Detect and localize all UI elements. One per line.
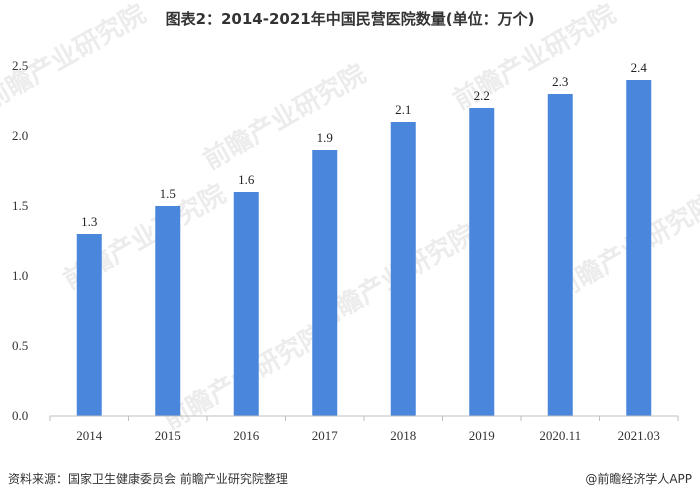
source-note: 资料来源：国家卫生健康委员会 前瞻产业研究院整理 xyxy=(8,472,288,486)
bar xyxy=(233,192,259,416)
data-label: 2.2 xyxy=(474,88,490,103)
y-tick-label: 1.5 xyxy=(12,198,28,213)
bar xyxy=(155,206,181,416)
data-labels: 1.3 1.5 1.6 1.9 2.1 2.2 2.3 2.4 xyxy=(81,60,647,229)
data-label: 1.5 xyxy=(160,186,176,201)
x-tick-label: 2019 xyxy=(469,428,495,443)
y-tick-label: 1.0 xyxy=(12,268,28,283)
bar xyxy=(390,122,416,416)
y-tick-label: 0.5 xyxy=(12,338,28,353)
data-label: 2.1 xyxy=(395,102,411,117)
data-label: 1.3 xyxy=(81,214,97,229)
data-label: 1.6 xyxy=(238,172,255,187)
y-tick-label: 2.0 xyxy=(12,128,28,143)
bar xyxy=(76,234,102,416)
bars xyxy=(76,80,652,416)
data-label: 2.4 xyxy=(631,60,648,75)
bar xyxy=(626,80,652,416)
x-tick-label: 2015 xyxy=(155,428,181,443)
chart-title: 图表2：2014-2021年中国民营医院数量(单位：万个) xyxy=(165,10,535,28)
watermark-text: 前瞻产业研究院 xyxy=(198,58,371,176)
bar xyxy=(547,94,573,416)
y-tick-label: 0.0 xyxy=(12,408,28,423)
x-tick-label: 2014 xyxy=(76,428,103,443)
data-label: 2.3 xyxy=(552,74,568,89)
x-tick-label: 2017 xyxy=(312,428,339,443)
bar xyxy=(469,108,495,416)
x-axis: 2014 2015 2016 2017 2018 2019 2020.11 2021.03 xyxy=(49,415,679,443)
y-tick-label: 2.5 xyxy=(12,58,28,73)
x-tick-label: 2021.03 xyxy=(618,428,660,443)
x-tick-label: 2016 xyxy=(233,428,260,443)
bar xyxy=(312,150,338,416)
y-axis: 0.0 0.5 1.0 1.5 2.0 2.5 xyxy=(12,58,28,423)
watermark-layer: 前瞻产业研究院前瞻产业研究院前瞻产业研究院前瞻产业研究院前瞻产业研究院前瞻产业研… xyxy=(0,0,700,436)
data-label: 1.9 xyxy=(317,130,333,145)
x-tick-label: 2020.11 xyxy=(539,428,581,443)
brand-note: @前瞻经济学人APP xyxy=(585,472,692,486)
x-tick-label: 2018 xyxy=(390,428,416,443)
